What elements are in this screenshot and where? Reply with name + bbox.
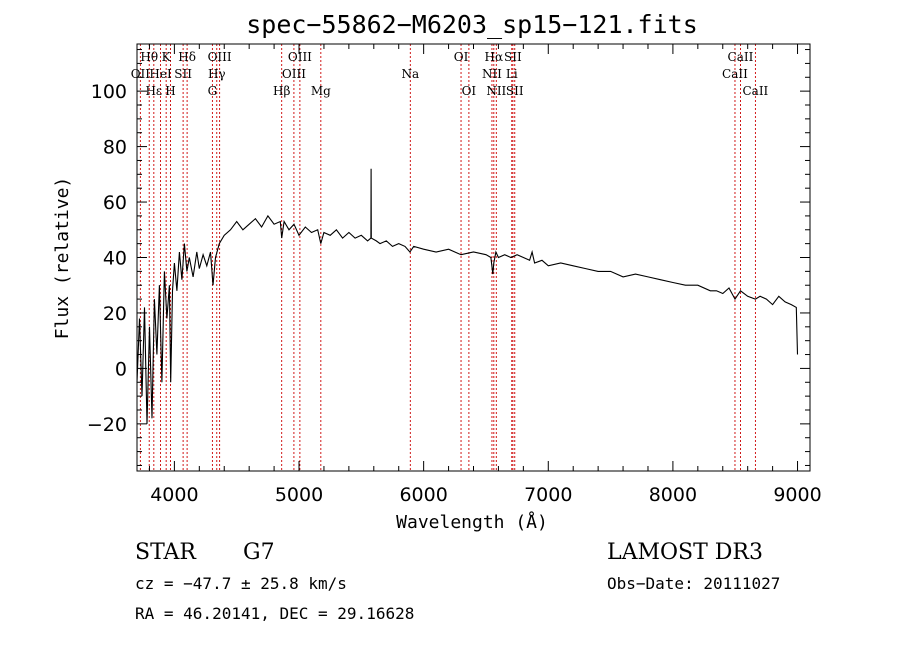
line-label: CaII [722,67,748,81]
coordinates: RA = 46.20141, DEC = 29.16628 [135,604,414,623]
survey-name: LAMOST DR3 [607,540,763,565]
x-tick-label: 7000 [524,484,572,506]
y-tick-label: 0 [115,358,127,380]
object-class: STAR [135,540,197,565]
line-label: Hα [485,50,504,64]
line-label: K [162,50,172,64]
x-tick-label: 9000 [773,484,821,506]
obs-date: Obs−Date: 20111027 [607,574,780,593]
y-axis-ticks: −20 0 20 40 60 80 100 [87,49,810,466]
y-axis-label: Flux (relative) [52,177,73,340]
x-tick-label: 8000 [649,484,697,506]
object-subclass: G7 [243,540,275,565]
line-label: OI [454,50,469,64]
line-label: Na [401,67,419,81]
y-tick-label: 20 [103,303,127,325]
line-label: NII [482,67,502,81]
line-label: OI [462,84,477,98]
line-label: OIII [208,50,232,64]
line-label: CaII [728,50,754,64]
y-tick-label: 100 [91,81,127,103]
line-label: OIII [282,67,306,81]
line-label: HeI [149,67,172,81]
line-label: Li [506,67,518,81]
y-tick-label: 80 [103,137,127,159]
line-label: OIII [288,50,312,64]
line-label: NII [486,84,506,98]
y-tick-label: 40 [103,248,127,270]
line-label: CaII [742,84,768,98]
x-axis-label: Wavelength (Å) [396,511,548,533]
line-label: Hγ [208,67,226,81]
line-label: SII [174,67,192,81]
x-tick-label: 6000 [399,484,447,506]
spectrum-series [136,168,799,424]
line-label: H [165,84,175,98]
x-axis-ticks: 4000 5000 6000 7000 8000 9000 [148,44,822,506]
line-label: Hδ [178,50,196,64]
x-tick-label: 4000 [150,484,198,506]
line-label: SII [504,50,522,64]
y-tick-label: −20 [87,414,127,436]
chart-title: spec−55862−M6203_sp15−121.fits [246,10,698,39]
redshift-text: cz = −47.7 ± 25.8 km/s [135,574,347,593]
line-label: OII [131,67,151,81]
line-label: Hβ [273,84,290,98]
y-tick-label: 60 [103,192,127,214]
x-tick-label: 5000 [275,484,323,506]
line-label: G [208,84,218,98]
line-label: SII [506,84,524,98]
line-label: Hε [145,84,162,98]
line-label: Mg [311,84,331,98]
line-label: Hθ [140,50,158,64]
